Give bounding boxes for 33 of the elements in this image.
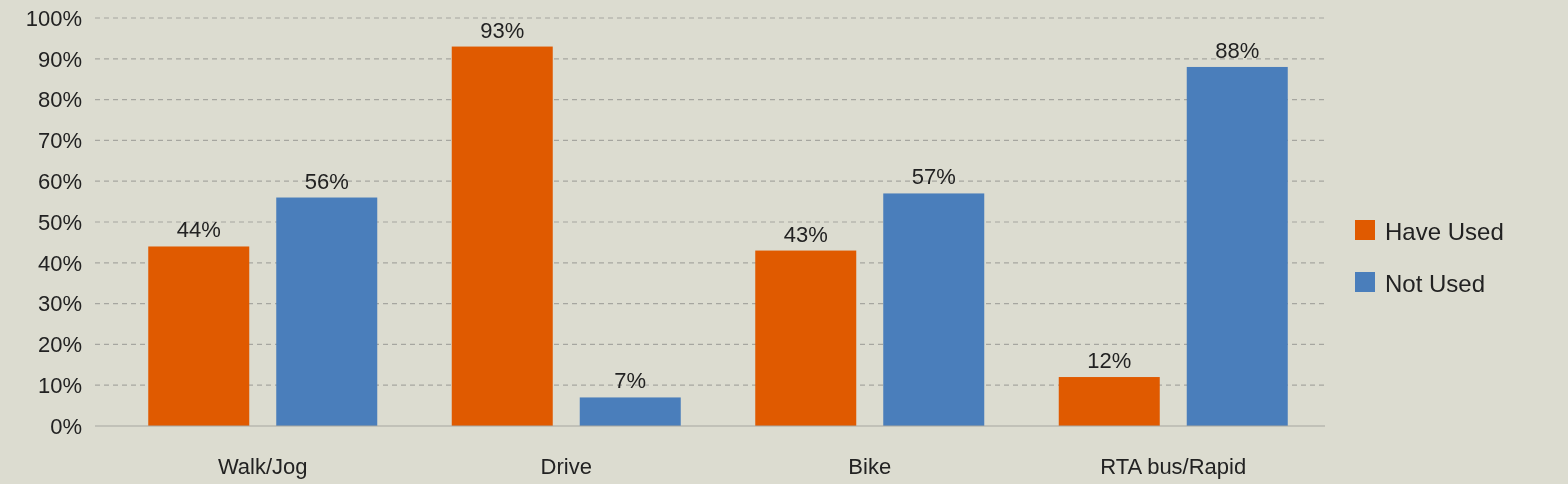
y-tick-label: 40% [37, 250, 82, 276]
data-label: 93% [480, 17, 525, 43]
legend-label: Have Used [1385, 218, 1504, 246]
data-label: 43% [783, 221, 828, 247]
data-label: 88% [1215, 37, 1260, 63]
bar [451, 46, 553, 426]
legend-label: Not Used [1385, 270, 1486, 298]
bar [1058, 377, 1160, 426]
y-tick-label: 20% [37, 332, 82, 358]
data-label: 57% [911, 164, 956, 190]
x-tick-label: Drive [540, 454, 592, 479]
x-tick-label: Bike [848, 454, 892, 479]
bar [579, 397, 681, 426]
y-tick-label: 10% [37, 372, 82, 398]
y-tick-label: 80% [37, 87, 82, 113]
y-tick-label: 100% [25, 5, 82, 31]
x-tick-label: RTA bus/Rapid [1100, 454, 1247, 479]
data-label: 12% [1087, 348, 1132, 374]
y-tick-label: 90% [37, 46, 82, 72]
y-tick-label: 50% [37, 209, 82, 235]
bar [883, 193, 985, 426]
x-tick-label: Walk/Jog [217, 454, 308, 479]
y-tick-label: 30% [37, 291, 82, 317]
data-label: 7% [614, 368, 647, 394]
bar [1186, 66, 1288, 426]
bar [148, 246, 250, 426]
y-tick-label: 60% [37, 168, 82, 194]
bar [276, 197, 378, 426]
y-tick-label: 70% [37, 128, 82, 154]
bar [755, 250, 857, 426]
y-tick-label: 0% [50, 413, 82, 439]
data-label: 44% [176, 217, 221, 243]
data-label: 56% [304, 168, 349, 194]
